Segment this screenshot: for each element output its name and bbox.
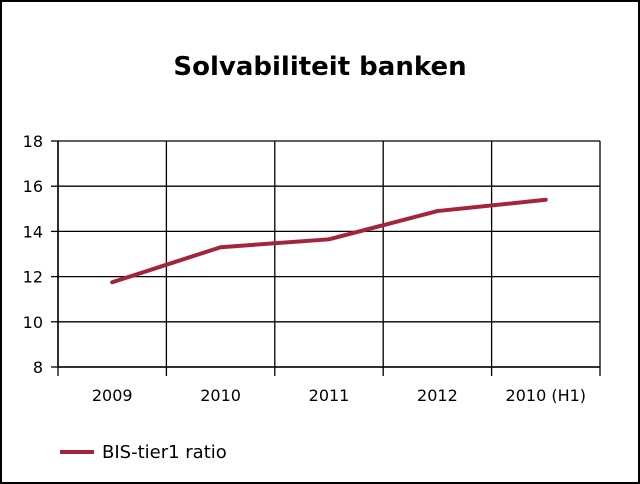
legend-label-0: BIS-tier1 ratio <box>102 442 227 463</box>
y-tick-label-18: 18 <box>23 132 43 151</box>
legend: BIS-tier1 ratio <box>60 442 227 463</box>
series-line-0 <box>110 197 548 285</box>
grid-lines <box>57 140 601 368</box>
chart-title: Solvabiliteit banken <box>173 52 466 82</box>
y-tick-label-10: 10 <box>23 313 43 332</box>
x-tick-label-2: 2011 <box>309 386 350 405</box>
x-tick-label-1: 2010 <box>200 386 241 405</box>
y-tick-labels: 8 10 12 14 16 18 <box>23 132 43 377</box>
y-tick-label-14: 14 <box>23 222 43 241</box>
x-tick-label-4: 2010 (H1) <box>506 386 587 405</box>
x-tick-label-3: 2012 <box>417 386 458 405</box>
y-tick-label-12: 12 <box>23 268 43 287</box>
axes <box>51 140 601 376</box>
x-tick-labels: 2009 2010 2011 2012 2010 (H1) <box>92 386 586 405</box>
x-tick-label-0: 2009 <box>92 386 133 405</box>
y-tick-label-8: 8 <box>33 358 43 377</box>
y-tick-label-16: 16 <box>23 177 43 196</box>
series-lines <box>110 197 548 285</box>
